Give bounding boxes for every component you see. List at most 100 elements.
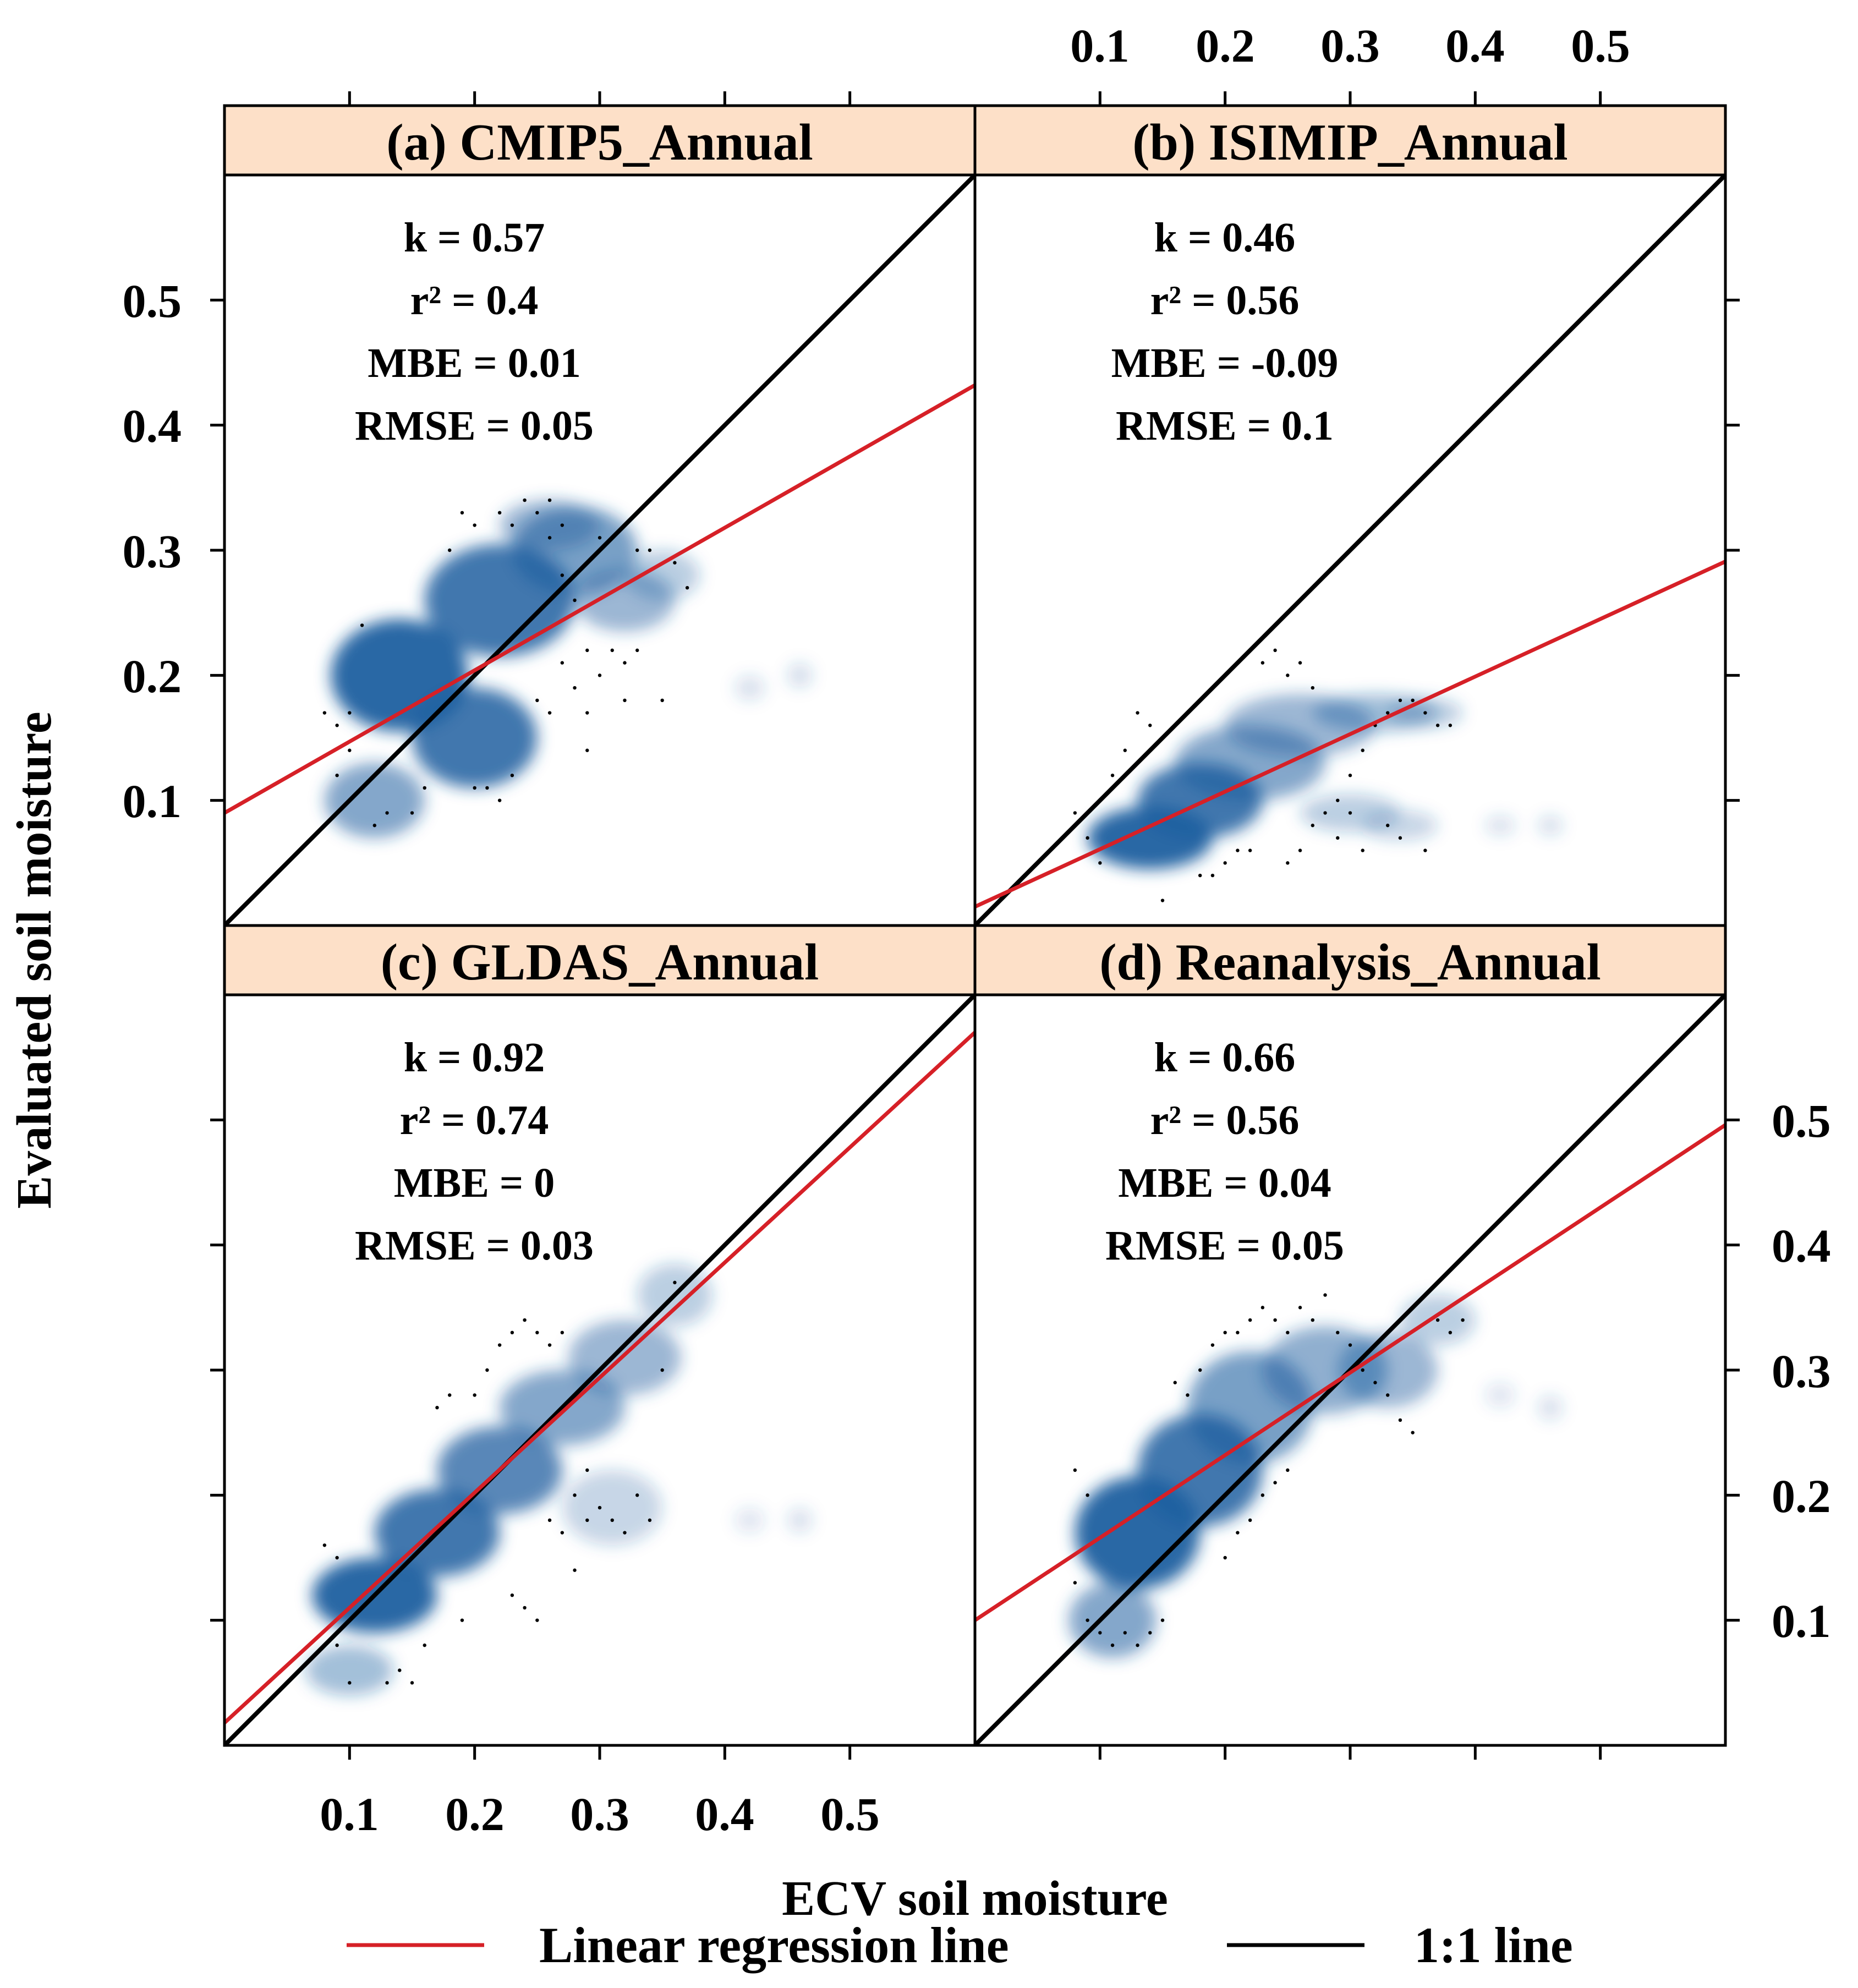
scatter-point [385,1681,389,1685]
scatter-point [1260,661,1265,665]
tick-marks [1098,1118,1740,1760]
y-tick-label: 0.3 [123,525,182,578]
scatter-point [1298,848,1302,852]
x-tick-label: 0.1 [1070,19,1130,72]
panel-isimip: (b) ISIMIP_Annual k = 0.46 r² = 0.56 MBE… [973,91,1740,927]
panel-strip [973,924,1727,996]
scatter-point [1423,848,1427,852]
scatter-point [1198,873,1202,878]
scatter-point [1411,1431,1415,1434]
scatter-point [1273,648,1277,653]
scatter-point [598,536,602,540]
scatter-point [497,511,502,514]
scatter-point [623,1531,627,1535]
scatter-point [385,811,389,815]
scatter-point [1448,724,1453,727]
panel-strip [223,104,977,177]
scatter-point [1123,1631,1127,1635]
scatter-point [1236,848,1240,852]
y-tick-label: 0.2 [1772,1470,1831,1523]
scatter-point [585,1518,589,1522]
scatter-point [660,1368,664,1372]
scatter-point [573,686,577,690]
panel-lines [975,175,1725,925]
scatter-point [560,1531,564,1535]
scatter-point [1186,1393,1190,1397]
regression-line [975,1123,1725,1622]
stats-block: k = 0.66 r² = 0.56 MBE = 0.04 RMSE = 0.0… [1105,1034,1344,1269]
scatter-point [497,798,502,802]
scatter-point [410,811,414,815]
scatter-point [335,1643,339,1647]
scatter-point [1198,1368,1202,1372]
panel-strip [973,104,1727,177]
density-blob [787,1508,813,1533]
stat-k: k = 0.66 [1154,1034,1296,1081]
scatter-point [1286,1330,1290,1334]
scatter-point [473,523,476,527]
x-tick-label: 0.1 [320,1788,379,1841]
scatter-point [685,586,689,590]
scatter-point [635,1493,639,1497]
scatter-point [1348,1343,1352,1347]
x-tick-label: 0.5 [820,1788,880,1841]
scatter-point [1110,1643,1115,1647]
y-tick-labels-right: 0.5 0.4 0.3 0.2 0.1 [1772,1094,1831,1647]
scatter-point [348,1681,352,1685]
scatter-point [1423,711,1427,715]
scatter-point [1223,1330,1227,1334]
density-blob [787,662,813,688]
scatter-point [1411,698,1415,703]
scatter-point [1286,861,1290,865]
scatter-point [1361,848,1364,852]
scatter-point [673,1280,677,1285]
scatter-point [335,774,339,777]
x-tick-labels-top: 0.1 0.2 0.3 0.4 0.5 [1070,19,1630,72]
scatter-point [1435,1318,1440,1322]
density-blob [1338,1332,1438,1408]
panel-lines [224,995,975,1745]
scatter-point [1386,1393,1390,1397]
one-to-one-line [975,995,1725,1745]
density-blob [1538,815,1563,836]
scatter-point [335,724,339,727]
density-blob [568,1320,681,1395]
density-layer [324,500,813,838]
scatter-point [448,548,452,552]
scatter-points [1073,1293,1465,1647]
scatter-point [398,1668,402,1672]
scatter-point [1323,1293,1327,1297]
scatter-point [322,1543,327,1547]
x-tick-label: 0.4 [1445,19,1505,72]
scatter-point [1210,1343,1215,1347]
scatter-point [1086,1618,1089,1622]
scatter-point [523,498,527,502]
density-layer [305,1263,813,1696]
density-blob [624,550,700,600]
stats-block: k = 0.46 r² = 0.56 MBE = -0.09 RMSE = 0.… [1111,215,1339,449]
scatter-point [547,1518,552,1522]
scatter-point [1160,899,1165,902]
scatter-point [1311,1318,1314,1322]
scatter-point [1148,724,1152,727]
scatter-point [1260,1493,1265,1497]
scatter-point [1386,823,1390,828]
scatter-point [610,1518,614,1522]
scatter-point [535,1618,539,1622]
scatter-point [1110,774,1115,777]
scatter-point [1361,1368,1364,1372]
scatter-point [610,648,614,653]
scatter-point [1311,823,1314,828]
stat-rmse: RMSE = 0.03 [355,1223,594,1269]
density-blob [1068,1582,1157,1658]
x-tick-label: 0.3 [570,1788,629,1841]
scatter-point [1223,861,1227,865]
scatter-point [573,1493,577,1497]
scatter-point [547,1343,552,1347]
scatter-point [635,548,639,552]
tick-marks [210,91,852,802]
density-blobs [305,1263,813,1696]
tick-marks [1098,91,1740,802]
scatter-point [1298,1306,1302,1310]
